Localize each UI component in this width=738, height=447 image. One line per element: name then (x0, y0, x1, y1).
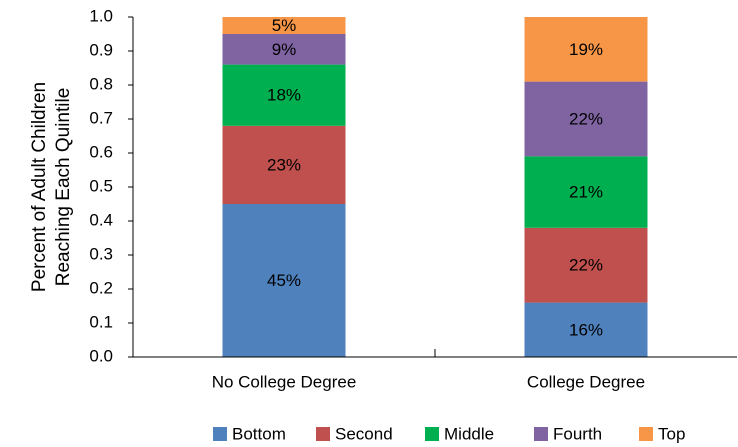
data-label: 9% (272, 40, 297, 59)
y-tick-label: 0.6 (89, 142, 113, 161)
bar-segment (222, 64, 346, 126)
legend-swatch (213, 427, 227, 441)
y-tick-label: 0.2 (89, 278, 113, 297)
legend-label: Fourth (553, 424, 602, 443)
bar-segment (524, 81, 648, 157)
y-tick-label: 0.4 (89, 210, 113, 229)
x-tick-label: No College Degree (212, 372, 357, 391)
y-tick-label: 0.1 (89, 312, 113, 331)
data-label: 45% (267, 271, 301, 290)
y-axis-label: Percent of Adult Children (29, 82, 50, 292)
y-tick-label: 0.7 (89, 108, 113, 127)
bar-segment (222, 17, 346, 34)
y-tick-label: 1.0 (89, 6, 113, 25)
y-tick-label: 0.0 (89, 346, 113, 365)
data-label: 19% (569, 40, 603, 59)
data-label: 18% (267, 86, 301, 105)
bar-segment (222, 204, 346, 357)
bar-segment (222, 125, 346, 204)
y-tick-label: 0.9 (89, 40, 113, 59)
y-tick-label: 0.3 (89, 244, 113, 263)
legend-label: Second (335, 424, 393, 443)
data-label: 22% (569, 109, 603, 128)
legend-label: Top (658, 424, 685, 443)
data-label: 22% (569, 256, 603, 275)
y-tick-label: 0.5 (89, 176, 113, 195)
data-label: 16% (569, 320, 603, 339)
legend-label: Bottom (232, 424, 286, 443)
data-label: 23% (267, 155, 301, 174)
data-label: 21% (569, 183, 603, 202)
legend-swatch (425, 427, 439, 441)
legend-swatch (316, 427, 330, 441)
bar-segment (524, 156, 648, 228)
bar-segment (524, 17, 648, 82)
legend-swatch (639, 427, 653, 441)
y-tick-label: 0.8 (89, 74, 113, 93)
legend-label: Middle (444, 424, 494, 443)
x-tick-label: College Degree (527, 372, 645, 391)
data-label: 5% (272, 16, 297, 35)
legend-swatch (534, 427, 548, 441)
bar-segment (524, 227, 648, 303)
bar-segment (524, 302, 648, 357)
y-axis-label: Reaching Each Quintile (53, 88, 74, 287)
bar-segment (222, 34, 346, 65)
